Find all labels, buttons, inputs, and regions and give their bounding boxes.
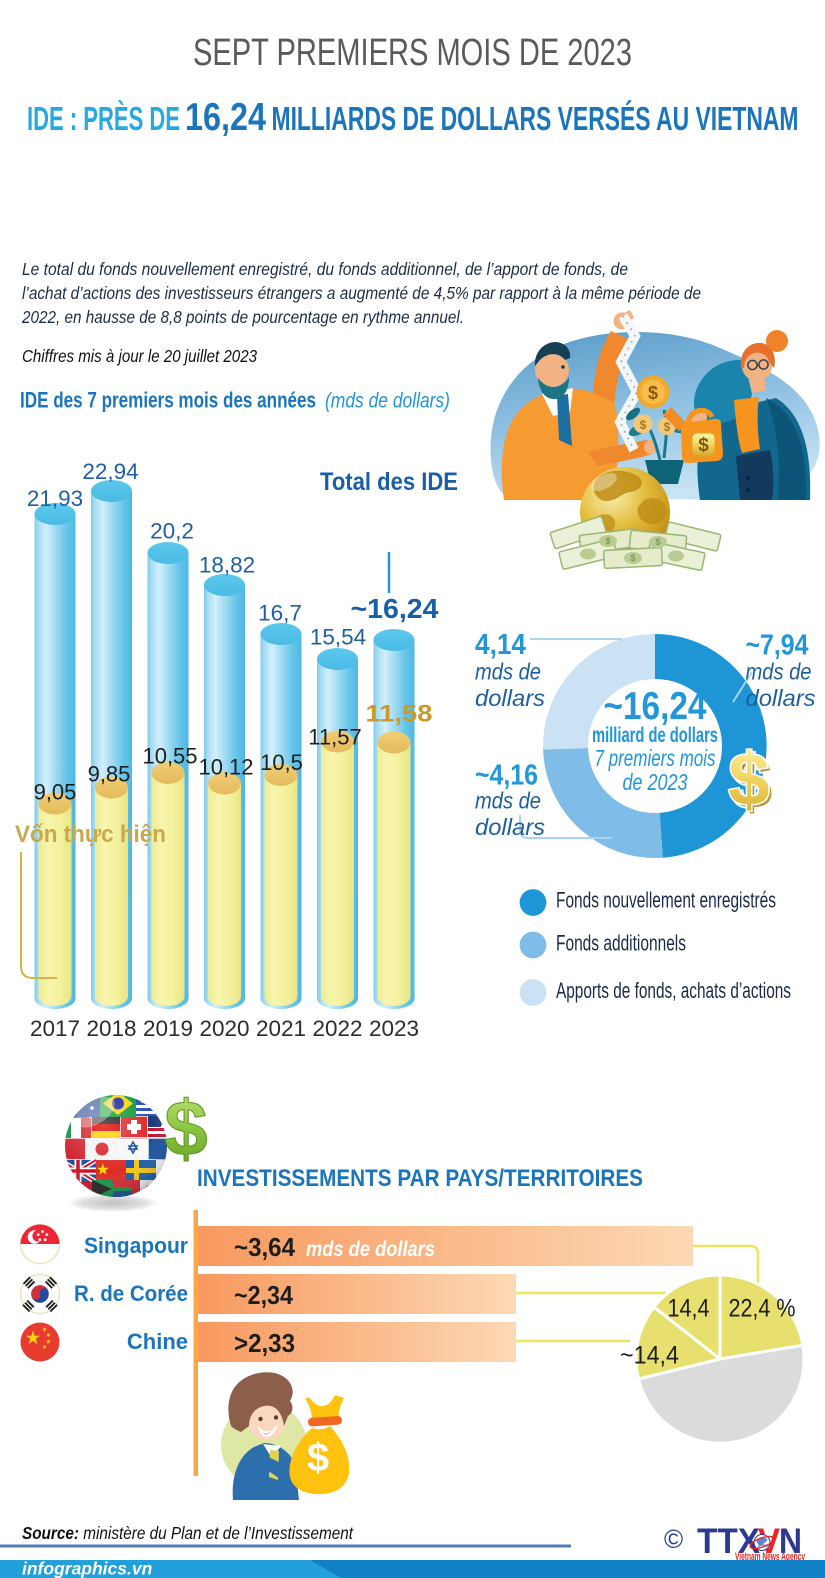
svg-text:10,12: 10,12: [198, 755, 253, 780]
svg-text:dollars: dollars: [475, 685, 545, 711]
svg-text:~16,24: ~16,24: [351, 593, 440, 624]
svg-text:2018: 2018: [86, 1016, 136, 1041]
svg-text:$: $: [605, 536, 610, 546]
svg-text:mds de: mds de: [475, 788, 541, 814]
svg-text:2022, en hausse de 8,8 points: 2022, en hausse de 8,8 points de pourcen…: [21, 307, 464, 327]
svg-text:~14,4: ~14,4: [620, 1342, 679, 1370]
svg-text:Apports de fonds, achats d’act: Apports de fonds, achats d’actions: [556, 978, 791, 1003]
svg-text:INVESTISSEMENTS PAR PAYS/TERRI: INVESTISSEMENTS PAR PAYS/TERRITOIRES: [197, 1165, 643, 1192]
svg-text:$: $: [307, 1436, 329, 1480]
svg-text:15,54: 15,54: [310, 625, 366, 650]
svg-text:~7,94: ~7,94: [746, 630, 809, 662]
svg-text:2020: 2020: [199, 1016, 249, 1041]
svg-text:IDE des 7 premiers mois des an: IDE des 7 premiers mois des années: [20, 388, 316, 413]
svg-text:R. de Corée: R. de Corée: [74, 1281, 188, 1306]
svg-text:Fonds additionnels: Fonds additionnels: [556, 931, 686, 956]
svg-text:IDE : PRÈS DE: IDE : PRÈS DE: [27, 100, 180, 137]
svg-text:$: $: [664, 420, 671, 434]
svg-text:11,57: 11,57: [308, 725, 361, 750]
svg-text:$: $: [698, 435, 709, 456]
svg-text:Chiffres mis à jour le 20 juil: Chiffres mis à jour le 20 juillet 2023: [22, 346, 257, 366]
svg-text:2019: 2019: [143, 1016, 193, 1041]
svg-text:TTX: TTX: [697, 1522, 761, 1561]
svg-text:~4,16: ~4,16: [475, 760, 538, 792]
svg-text:21,93: 21,93: [27, 486, 83, 511]
svg-text:$: $: [648, 383, 658, 403]
svg-text:SEPT PREMIERS MOIS DE 2023: SEPT PREMIERS MOIS DE 2023: [193, 32, 632, 74]
svg-text:11,58: 11,58: [366, 701, 433, 728]
svg-text:16,24: 16,24: [185, 96, 266, 139]
svg-text:14,4: 14,4: [668, 1295, 710, 1323]
svg-text:$: $: [640, 418, 647, 432]
svg-text:©: ©: [664, 1524, 683, 1554]
svg-text:infographics.vn: infographics.vn: [22, 1559, 152, 1578]
svg-text:$: $: [630, 553, 635, 563]
svg-text:~16,24: ~16,24: [604, 685, 707, 728]
svg-text:4,14: 4,14: [475, 629, 526, 661]
svg-text:mds de: mds de: [746, 659, 812, 685]
svg-text:Le total du fonds nouvellement: Le total du fonds nouvellement enregistr…: [22, 259, 628, 279]
svg-text:22,4 %: 22,4 %: [729, 1295, 796, 1323]
svg-text:16,7: 16,7: [258, 601, 302, 626]
svg-text:10,55: 10,55: [142, 744, 197, 769]
svg-text:7 premiers mois: 7 premiers mois: [595, 745, 716, 771]
svg-text:mds de: mds de: [475, 659, 541, 685]
svg-text:2022: 2022: [312, 1016, 362, 1041]
svg-text:dollars: dollars: [475, 814, 545, 840]
svg-text:$: $: [164, 1084, 207, 1172]
svg-text:mds de dollars: mds de dollars: [306, 1237, 435, 1261]
svg-text:milliard de dollars: milliard de dollars: [592, 724, 718, 747]
svg-text:2023: 2023: [369, 1016, 419, 1041]
svg-text:>2,33: >2,33: [234, 1328, 295, 1358]
svg-text:Singapour: Singapour: [84, 1233, 188, 1258]
svg-text:Vốn thực hiện: Vốn thực hiện: [15, 821, 166, 848]
svg-text:MILLIARDS DE DOLLARS VERSÉS AU: MILLIARDS DE DOLLARS VERSÉS AU VIETNAM: [272, 100, 799, 137]
svg-text:~2,34: ~2,34: [234, 1280, 293, 1310]
svg-text:$: $: [731, 741, 772, 824]
svg-text:20,2: 20,2: [150, 519, 194, 544]
svg-text:Chine: Chine: [127, 1329, 188, 1354]
svg-text:18,82: 18,82: [199, 553, 255, 578]
svg-text:22,94: 22,94: [82, 459, 138, 484]
svg-text:de 2023: de 2023: [623, 769, 688, 795]
svg-text:Source: ministère du Plan et d: Source: ministère du Plan et de l’Invest…: [22, 1523, 354, 1543]
svg-text:$: $: [728, 738, 769, 821]
svg-text:Total des IDE: Total des IDE: [320, 468, 458, 496]
svg-text:N: N: [779, 1522, 802, 1561]
svg-text:l’achat d’actions des investis: l’achat d’actions des investisseurs étra…: [22, 283, 701, 303]
svg-text:9,05: 9,05: [34, 780, 77, 805]
svg-text:9,85: 9,85: [88, 762, 131, 787]
svg-text:~3,64: ~3,64: [234, 1232, 295, 1262]
svg-text:dollars: dollars: [746, 685, 816, 711]
svg-text:$: $: [655, 537, 660, 547]
svg-text:2017: 2017: [30, 1016, 80, 1041]
svg-text:2021: 2021: [256, 1016, 306, 1041]
svg-text:10,5: 10,5: [260, 750, 303, 775]
svg-text:Fonds nouvellement enregistrés: Fonds nouvellement enregistrés: [556, 888, 776, 913]
svg-text:(mds de dollars): (mds de dollars): [325, 390, 450, 413]
